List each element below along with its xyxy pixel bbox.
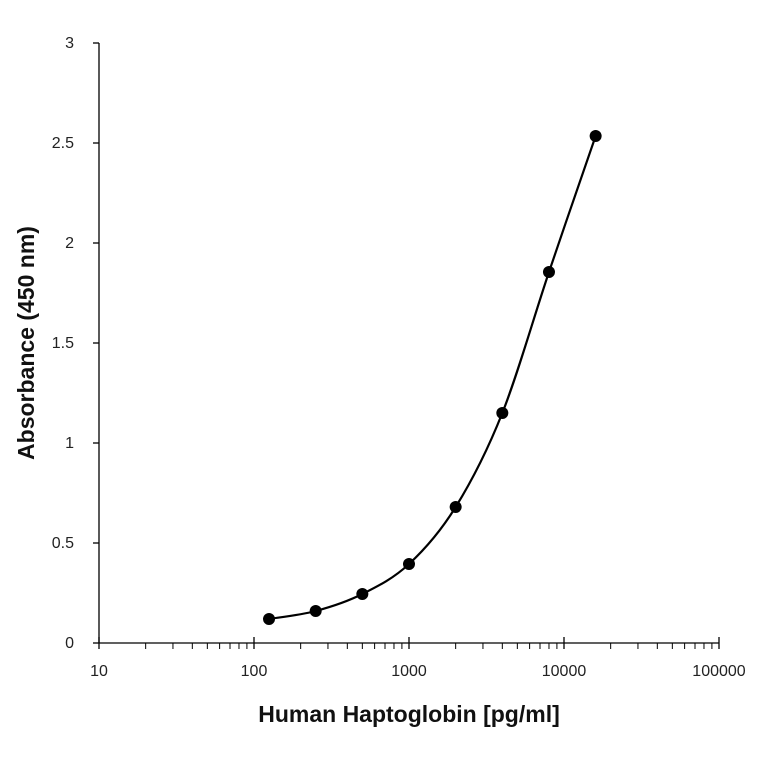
x-tick-label: 10 [90,663,108,680]
y-tick-label: 0.5 [52,535,74,552]
x-tick-label: 1000 [391,663,427,680]
y-tick-label: 2 [65,235,74,252]
data-point [403,558,415,570]
x-axis: 10 100 1000 10000 100000 [90,637,746,680]
data-point [542,266,555,278]
data-point [356,588,369,600]
x-tick-label: 100 [241,663,268,680]
x-tick-label: 10000 [542,663,587,680]
y-axis: 0 0.5 1 1.5 2 2.5 3 [52,35,100,652]
data-point [309,605,322,617]
x-tick-label: 100000 [692,663,745,680]
y-tick-label: 1.5 [52,335,74,352]
data-point [449,501,462,513]
x-axis-title: Human Haptoglobin [pg/ml] [258,701,560,727]
y-tick-label: 1 [65,435,74,452]
series-line [268,135,597,621]
data-point [263,613,276,625]
data-point [589,130,602,142]
y-tick-label: 3 [65,35,74,52]
series-layer [263,130,602,625]
y-axis-title: Absorbance (450 nm) [13,226,39,460]
y-tick-label: 0 [65,635,74,652]
data-point [496,407,509,419]
y-tick-label: 2.5 [52,135,74,152]
